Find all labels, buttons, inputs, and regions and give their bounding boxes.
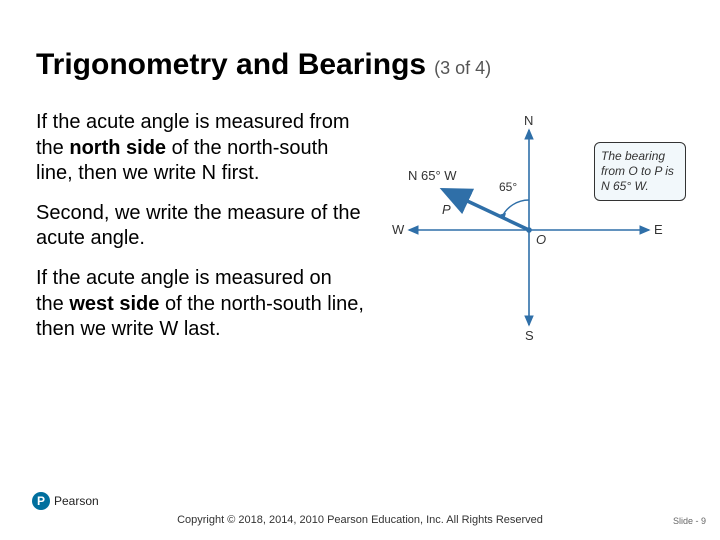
logo-icon: P — [32, 492, 50, 510]
slide-title: Trigonometry and Bearings — [36, 48, 426, 82]
bearing-label: N 65° W — [408, 168, 457, 183]
footer-copyright: Copyright © 2018, 2014, 2010 Pearson Edu… — [0, 514, 720, 526]
slide-subtitle: (3 of 4) — [434, 58, 491, 79]
label-n: N — [524, 113, 533, 128]
paragraph-2: Second, we write the measure of the acut… — [36, 201, 364, 252]
label-o: O — [536, 232, 546, 247]
p1b: north side — [69, 137, 166, 159]
paragraph-3: If the acute angle is measured on the we… — [36, 266, 364, 343]
body-text: If the acute angle is measured from the … — [36, 110, 364, 357]
compass-diagram: N S E W O P N 65° W 65° The bearing from… — [384, 110, 684, 350]
label-e: E — [654, 222, 663, 237]
pearson-logo: P Pearson — [32, 492, 99, 510]
slide-number: Slide - 9 — [673, 516, 706, 526]
p3b: west side — [69, 293, 159, 315]
logo-text: Pearson — [54, 494, 99, 508]
label-s: S — [525, 328, 534, 343]
label-p: P — [442, 202, 451, 217]
angle-label: 65° — [499, 180, 517, 194]
diagram-wrap: N S E W O P N 65° W 65° The bearing from… — [384, 110, 684, 357]
label-w: W — [392, 222, 404, 237]
paragraph-1: If the acute angle is measured from the … — [36, 110, 364, 187]
title-row: Trigonometry and Bearings (3 of 4) — [36, 48, 684, 82]
bearing-callout: The bearing from O to P is N 65° W. — [594, 142, 686, 201]
content-row: If the acute angle is measured from the … — [36, 110, 684, 357]
slide: Trigonometry and Bearings (3 of 4) If th… — [0, 0, 720, 540]
